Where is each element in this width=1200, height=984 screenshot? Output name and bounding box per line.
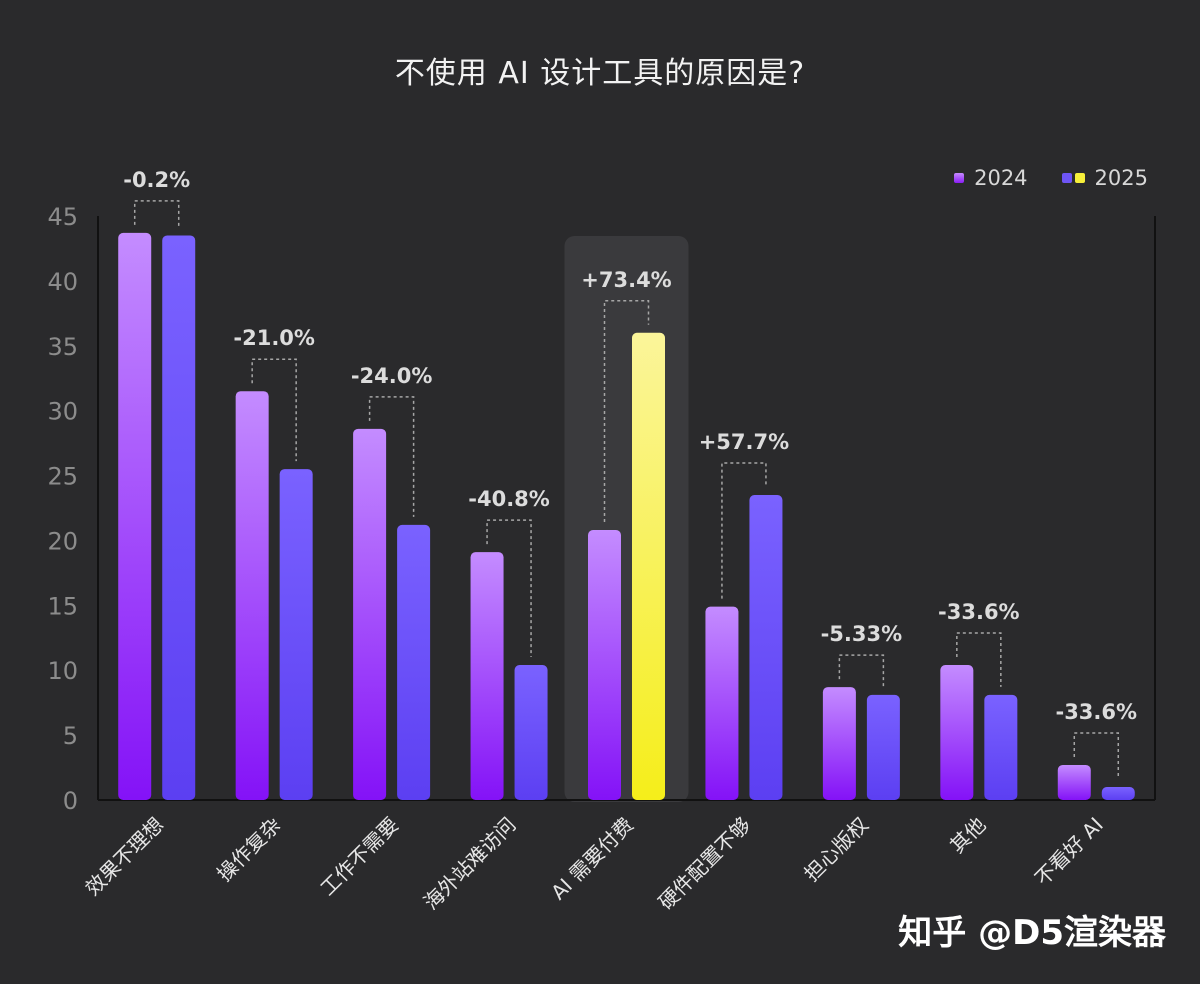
change-bracket [838, 654, 885, 687]
bar-2024 [118, 232, 152, 801]
change-bracket [133, 200, 180, 228]
bar-2025 [984, 694, 1018, 800]
change-bracket [956, 632, 1002, 687]
category-label: 效果不理想 [81, 813, 169, 901]
change-bracket [603, 300, 650, 523]
y-tick-label: 30 [47, 398, 78, 426]
legend-label-2025: 2025 [1094, 166, 1148, 190]
category-label: 其他 [945, 813, 990, 858]
category-label: 硬件配置不够 [654, 813, 756, 915]
change-label: -5.33% [821, 622, 903, 646]
bar-2025 [632, 332, 665, 800]
change-bracket [368, 396, 415, 517]
y-tick-label: 35 [47, 333, 78, 361]
y-tick-label: 25 [47, 463, 78, 491]
bar-2025 [279, 469, 313, 800]
change-label: -33.6% [1055, 700, 1137, 724]
bar-2025 [749, 495, 783, 800]
bar-2025 [397, 524, 431, 800]
bar-2024 [1057, 764, 1091, 800]
y-tick-label: 20 [47, 527, 78, 555]
legend-swatch-2025 [1061, 173, 1085, 183]
bar-2025 [866, 694, 900, 800]
category-label: 担心版权 [799, 813, 873, 887]
legend-swatch-2024 [954, 173, 965, 183]
bar-2024 [470, 552, 504, 800]
change-label: +57.7% [699, 430, 789, 454]
change-label: +73.4% [581, 268, 671, 292]
y-tick-label: 5 [63, 722, 78, 750]
bar-2024 [822, 687, 856, 800]
watermark: 知乎 @D5渲染器 [898, 913, 1166, 953]
bar-2024 [235, 391, 269, 800]
change-bracket [251, 358, 297, 462]
legend-item-2024: 2024 [954, 166, 1028, 190]
legend-label-2024: 2024 [974, 166, 1028, 190]
highlight-panel [564, 236, 689, 802]
category-label: 工作不需要 [315, 813, 403, 901]
category-label: 海外站难访问 [419, 813, 521, 915]
bar-2024 [588, 530, 621, 800]
change-bracket [1073, 732, 1120, 780]
y-tick-label: 45 [47, 203, 78, 231]
legend-item-2025: 2025 [1061, 166, 1148, 190]
category-label: AI 需要付费 [546, 813, 638, 905]
bar-2025 [162, 235, 196, 800]
legend: 2024 2025 [954, 166, 1148, 190]
change-label: -0.2% [123, 168, 190, 192]
y-tick-label: 15 [47, 592, 78, 620]
bar-2024 [940, 665, 974, 800]
bar-2024 [353, 428, 387, 800]
bar-2025 [1101, 787, 1135, 800]
change-bracket [721, 462, 767, 599]
chart-title: 不使用 AI 设计工具的原因是? [394, 56, 806, 91]
change-bracket [486, 519, 532, 658]
bar-2024 [705, 606, 739, 800]
y-tick-label: 40 [47, 268, 78, 296]
y-tick-label: 10 [47, 657, 78, 685]
category-label: 操作复杂 [212, 813, 286, 887]
bar-2025 [514, 665, 548, 800]
category-label: 不看好 AI [1030, 813, 1108, 891]
change-label: -40.8% [468, 487, 550, 511]
change-label: -33.6% [938, 600, 1020, 624]
y-tick-label: 0 [63, 787, 78, 815]
change-label: -21.0% [233, 326, 315, 350]
change-label: -24.0% [351, 364, 433, 388]
